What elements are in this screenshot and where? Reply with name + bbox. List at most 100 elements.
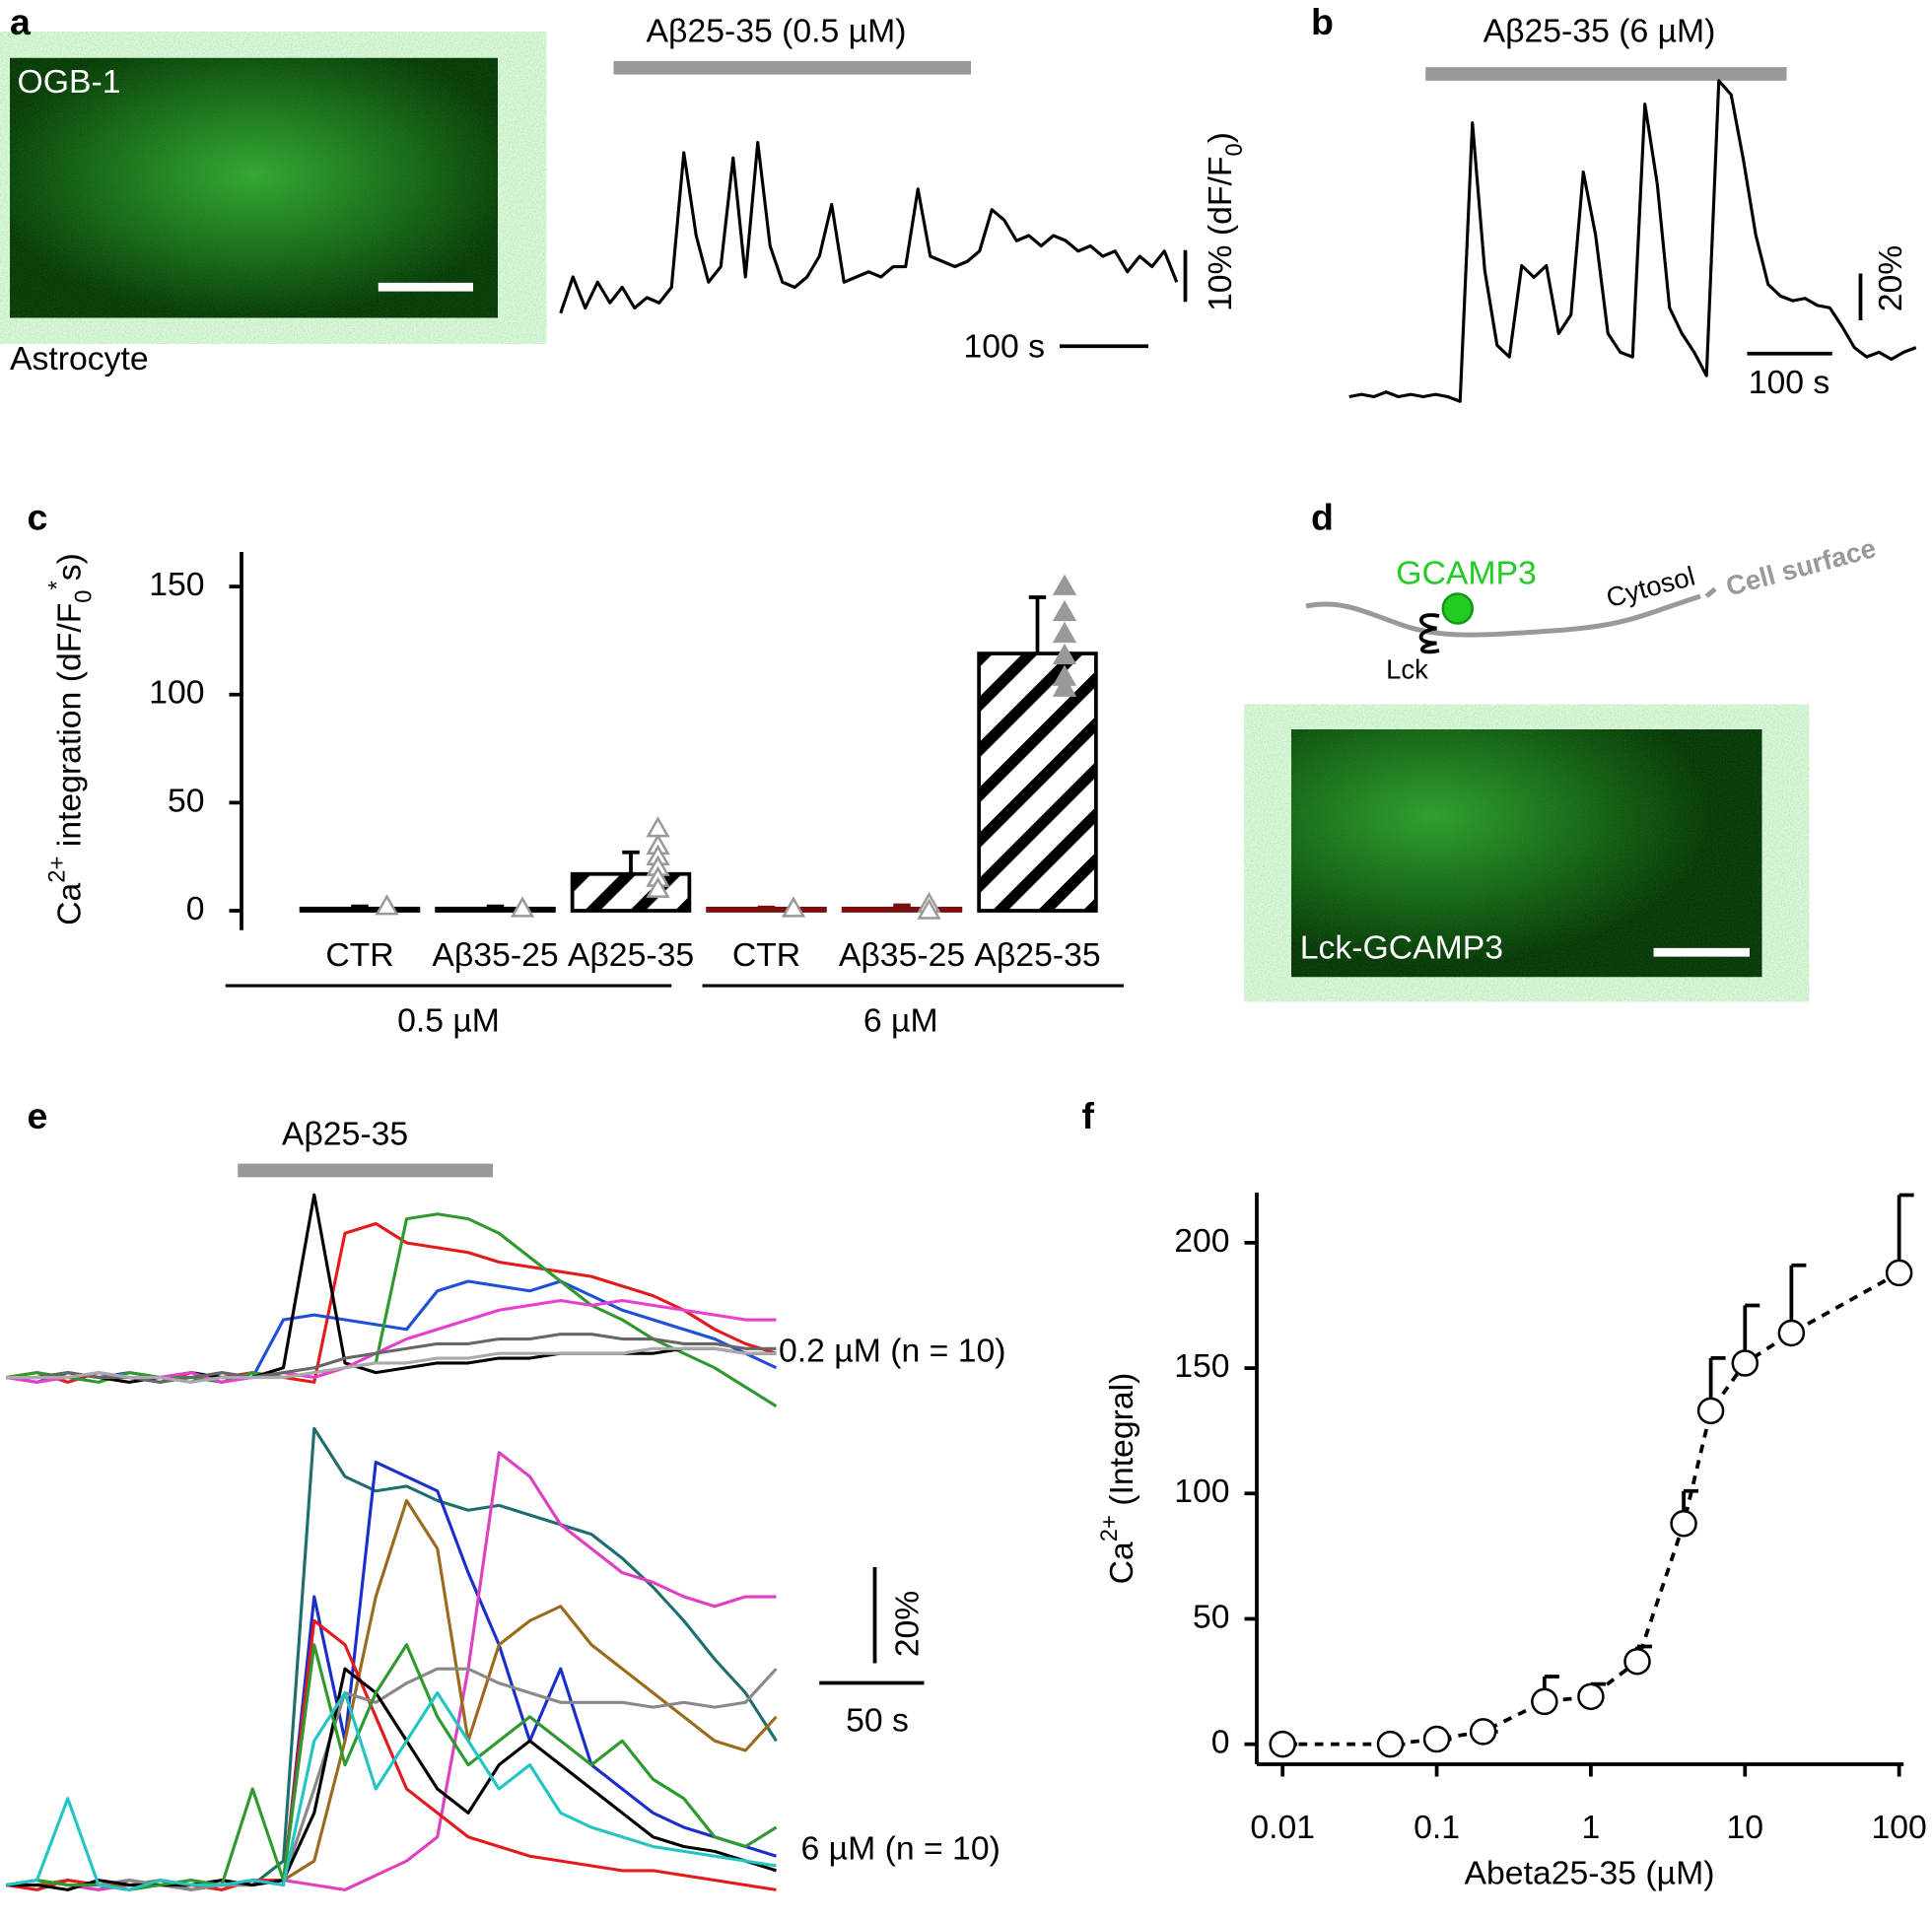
trace (6, 1498, 778, 1891)
data-point (1469, 1718, 1497, 1746)
panel-label: d (1311, 496, 1334, 537)
data-point (1052, 574, 1077, 595)
data-point (1577, 1682, 1605, 1711)
data-point (1052, 675, 1077, 697)
data-point (1696, 1397, 1725, 1425)
x-tick-label: 10 (1727, 1809, 1764, 1846)
panel-label: c (28, 496, 48, 537)
error-bar (351, 904, 369, 909)
trace (1348, 79, 1917, 403)
x-tick-label: 0.01 (1250, 1809, 1315, 1846)
trace (6, 1618, 777, 1891)
group-label: 0.2 µM (n = 10) (779, 1332, 1005, 1369)
micrograph (10, 57, 498, 318)
data-point (646, 876, 670, 898)
y-tick-label: 100 (1174, 1473, 1229, 1510)
bar (570, 871, 692, 913)
schematic-label: GCAMP3 (1396, 555, 1537, 592)
group-label: 6 µM (n = 10) (801, 1829, 1000, 1867)
trace (6, 1212, 778, 1408)
panel-label: b (1311, 1, 1334, 42)
trace (6, 1460, 777, 1891)
y-tick-label: 100 (149, 674, 204, 712)
schematic-label: Cytosol (1603, 561, 1698, 614)
trace (6, 1667, 777, 1891)
data-point (646, 816, 670, 838)
data-point (1531, 1687, 1558, 1716)
y-tick-label: 0 (186, 890, 205, 927)
fit-line (1282, 1270, 1900, 1747)
x-tick-label: Aβ25-35 (974, 936, 1100, 974)
y-tick-label: 0 (1211, 1724, 1230, 1761)
y-tick-label: 50 (1193, 1598, 1230, 1635)
bar-label: Aβ25-35 (0.5 µM) (647, 13, 907, 50)
data-point (1052, 621, 1077, 644)
panel-label: a (10, 1, 32, 42)
image-label: Lck-GCAMP3 (1300, 929, 1503, 967)
group-label: 6 µM (863, 1001, 938, 1039)
x-tick-label: Aβ25-35 (568, 936, 694, 974)
y-axis-label: Ca2+ integration (dF/F0*s) (43, 553, 97, 925)
x-tick-label: 1 (1582, 1809, 1601, 1846)
bar (435, 906, 556, 913)
scale-label: 20% (1872, 245, 1909, 312)
error-bar (893, 903, 911, 909)
trace (6, 1426, 778, 1891)
panel-label: f (1082, 1095, 1095, 1136)
bar-label: Aβ25-35 (6 µM) (1484, 13, 1716, 50)
caption: Astrocyte (10, 340, 149, 377)
schematic-label: Lck (1386, 654, 1428, 685)
x-tick-label: CTR (325, 936, 393, 974)
error-bar (622, 850, 640, 874)
scale-label: 20% (888, 1591, 926, 1658)
data-point (510, 896, 535, 918)
y-tick-label: 200 (1174, 1222, 1229, 1260)
y-tick-label: 150 (149, 566, 204, 603)
data-point (1052, 599, 1077, 622)
data-point (781, 896, 806, 918)
schematic-label: Cell surface (1723, 532, 1880, 601)
trace (6, 1346, 777, 1384)
bar (977, 651, 1098, 913)
data-point (1623, 1647, 1651, 1676)
x-tick-label: CTR (732, 936, 800, 974)
error-bar (1028, 595, 1047, 654)
x-axis-label: Abeta25-35 (µM) (1465, 1854, 1715, 1891)
bar (841, 906, 963, 913)
trace (6, 1667, 778, 1891)
bar (299, 906, 421, 913)
y-axis-label: Ca2+ (Integral) (1096, 1373, 1140, 1585)
data-point (1052, 643, 1077, 665)
data-point (1269, 1730, 1296, 1758)
error-bar (757, 905, 776, 910)
micrograph (1291, 729, 1762, 978)
data-point (1376, 1730, 1405, 1758)
scale-label: 10% (dF/F0) (1202, 132, 1248, 311)
x-tick-label: Aβ35-25 (432, 936, 558, 974)
scale-label: 100 s (1749, 364, 1830, 401)
x-tick-label: 100 (1871, 1809, 1926, 1846)
x-tick-label: Aβ35-25 (839, 936, 965, 974)
data-point (1670, 1510, 1697, 1538)
error-bar (486, 904, 505, 909)
data-point (917, 898, 941, 920)
data-point (1777, 1319, 1806, 1347)
trace (6, 1221, 777, 1384)
y-tick-label: 50 (168, 782, 205, 819)
data-point (1731, 1349, 1760, 1377)
membrane-schematic (1305, 586, 1717, 654)
y-tick-label: 150 (1174, 1347, 1229, 1385)
panel-label: e (28, 1095, 48, 1136)
x-tick-label: 0.1 (1414, 1809, 1460, 1846)
trace (6, 1690, 777, 1891)
data-point (1422, 1725, 1451, 1753)
image-label: OGB-1 (18, 63, 121, 101)
data-point (1885, 1259, 1913, 1287)
trace (559, 140, 1179, 314)
scale-label: 100 s (963, 328, 1045, 366)
group-label: 0.5 µM (397, 1001, 500, 1039)
trace (6, 1193, 777, 1384)
bar-label: Aβ25-35 (282, 1115, 408, 1152)
scale-label: 50 s (846, 1701, 909, 1739)
